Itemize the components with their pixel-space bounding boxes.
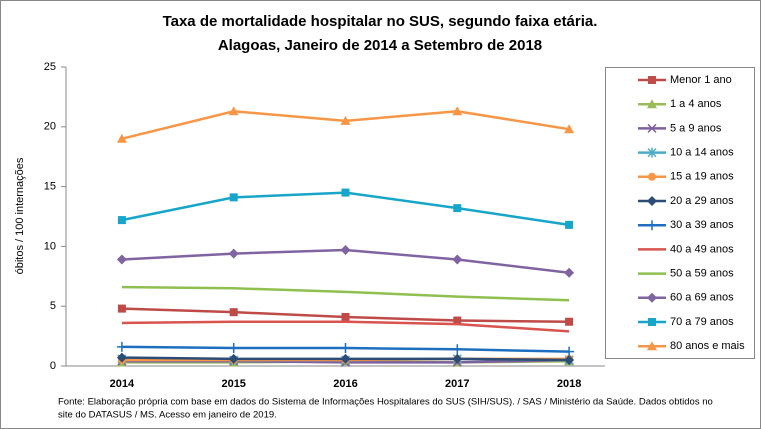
marker: [228, 343, 239, 354]
legend-label: Menor 1 ano: [670, 74, 732, 86]
footnote: Fonte: Elaboração própria com base em da…: [58, 397, 713, 408]
marker: [116, 352, 127, 363]
marker: [453, 316, 462, 325]
marker: [648, 76, 656, 84]
marker: [340, 115, 351, 125]
marker: [228, 106, 239, 116]
marker: [452, 106, 463, 116]
x-tick-label: 2015: [221, 378, 245, 390]
x-tick-label: 2016: [333, 378, 357, 390]
marker: [229, 193, 238, 202]
marker: [564, 124, 575, 134]
marker: [340, 353, 351, 364]
y-tick-label: 20: [44, 121, 56, 133]
marker: [647, 341, 657, 351]
legend-label: 15 a 19 anos: [670, 171, 734, 183]
series-line: [121, 320, 570, 333]
marker: [228, 353, 239, 364]
marker: [116, 254, 127, 265]
y-tick-label: 10: [44, 240, 56, 252]
legend-label: 20 a 29 anos: [670, 195, 734, 207]
chart-title: Taxa de mortalidade hospitalar no SUS, s…: [163, 13, 598, 30]
legend-label: 50 a 59 anos: [670, 268, 734, 280]
legend-box: [605, 67, 755, 359]
marker: [340, 244, 351, 255]
y-axis-label: óbitos / 100 internações: [14, 157, 26, 274]
legend-label: 10 a 14 anos: [670, 147, 734, 159]
legend-label: 60 a 69 anos: [670, 292, 734, 304]
marker: [117, 216, 126, 225]
marker: [564, 267, 575, 278]
legend-label: 5 a 9 anos: [670, 122, 722, 134]
y-tick-label: 15: [44, 181, 56, 193]
marker: [341, 188, 350, 197]
marker: [341, 312, 350, 321]
marker: [647, 147, 657, 158]
marker: [229, 308, 238, 317]
marker: [452, 344, 463, 355]
chart-title: Alagoas, Janeiro de 2014 a Setembro de 2…: [218, 37, 542, 54]
series-line: [121, 285, 570, 302]
marker: [228, 248, 239, 259]
legend-label: 80 anos e mais: [670, 340, 745, 352]
marker: [453, 204, 462, 213]
x-tick-label: 2017: [445, 378, 469, 390]
legend-label: 40 a 49 anos: [670, 243, 734, 255]
marker: [564, 355, 575, 366]
y-tick-label: 0: [50, 360, 56, 372]
marker: [648, 172, 656, 181]
marker: [340, 343, 351, 354]
marker: [565, 220, 574, 229]
marker: [117, 304, 126, 313]
marker: [564, 346, 575, 357]
marker: [647, 292, 657, 303]
x-tick-label: 2014: [110, 378, 135, 390]
marker: [116, 341, 127, 352]
marker: [647, 99, 657, 109]
marker: [565, 317, 574, 326]
marker: [452, 254, 463, 265]
marker: [452, 353, 463, 364]
legend-label: 1 a 4 anos: [670, 98, 722, 110]
marker: [647, 220, 657, 231]
marker: [116, 133, 127, 143]
marker: [648, 318, 656, 326]
footnote: site do DATASUS / MS. Acesso em janeiro …: [58, 410, 277, 421]
marker: [647, 196, 657, 206]
x-tick-label: 2018: [557, 378, 581, 390]
y-tick-label: 25: [44, 61, 56, 73]
legend-label: 70 a 79 anos: [670, 316, 734, 328]
marker: [647, 123, 657, 133]
legend-label: 30 a 39 anos: [670, 219, 734, 231]
y-tick-label: 5: [50, 300, 56, 312]
